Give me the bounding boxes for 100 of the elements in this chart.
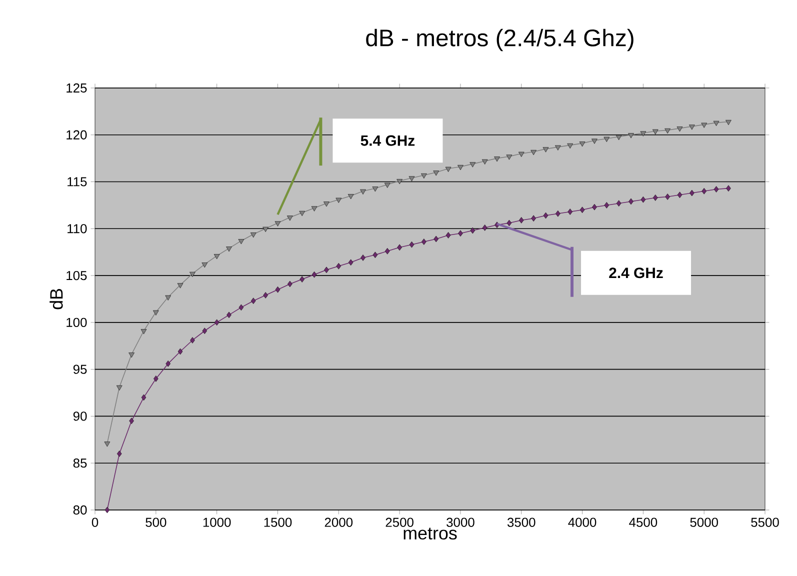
annotation: 2.4 GHz — [609, 268, 663, 278]
point — [713, 120, 720, 126]
point — [299, 210, 306, 216]
point — [312, 271, 317, 278]
point — [689, 124, 695, 130]
y-tick-label: 90 — [73, 412, 87, 421]
point — [568, 208, 572, 215]
point — [384, 182, 390, 188]
point — [288, 280, 292, 288]
point — [372, 252, 378, 258]
point — [360, 254, 366, 261]
point — [154, 376, 158, 382]
point — [604, 202, 610, 208]
point — [165, 295, 172, 300]
y-tick-label: 120 — [66, 130, 87, 140]
point — [275, 286, 280, 293]
point — [166, 360, 170, 367]
x-tick-label: 5000 — [690, 518, 718, 527]
point — [458, 230, 463, 236]
x-tick-label: 4500 — [629, 518, 658, 527]
point — [250, 232, 256, 238]
y-tick-label: 100 — [66, 318, 87, 328]
x-tick-label: 5500 — [751, 518, 779, 527]
x-tick-label: 2000 — [324, 518, 353, 527]
point — [274, 221, 281, 226]
x-tick-label: 4000 — [568, 518, 596, 527]
point — [300, 276, 304, 282]
point — [506, 154, 512, 160]
point — [616, 135, 622, 140]
point — [396, 179, 402, 184]
point — [116, 450, 122, 457]
point — [434, 236, 438, 242]
point — [555, 145, 561, 150]
point — [714, 186, 719, 192]
point — [543, 212, 548, 219]
x-tick-label: 2500 — [386, 518, 414, 527]
point — [616, 200, 622, 206]
point — [190, 272, 196, 278]
point — [664, 128, 670, 134]
point — [336, 198, 342, 203]
point — [652, 129, 658, 134]
point — [628, 133, 634, 138]
point — [190, 337, 195, 344]
point — [482, 159, 488, 164]
point — [518, 152, 524, 157]
point — [226, 312, 232, 318]
point — [408, 176, 415, 182]
point — [592, 204, 597, 210]
point — [579, 142, 586, 147]
point — [360, 189, 366, 194]
point — [567, 143, 574, 149]
point — [262, 226, 268, 232]
point — [482, 224, 488, 231]
x-tick-label: 3000 — [446, 518, 474, 527]
point — [324, 202, 330, 207]
point — [384, 248, 390, 254]
point — [263, 292, 268, 298]
y-axis-title: dB — [50, 288, 63, 310]
point — [238, 239, 244, 244]
point — [640, 196, 646, 203]
point — [177, 283, 184, 288]
point — [116, 385, 122, 390]
point — [372, 186, 378, 192]
point — [104, 442, 110, 447]
point — [422, 238, 426, 245]
point — [676, 126, 683, 132]
point — [348, 259, 354, 266]
point — [580, 206, 585, 214]
point — [640, 131, 646, 136]
point — [202, 328, 208, 334]
x-axis-title: metros — [404, 528, 457, 540]
point — [141, 394, 146, 401]
x-tick-label: 3500 — [507, 518, 536, 527]
point — [628, 198, 634, 205]
point — [128, 352, 134, 358]
point — [458, 165, 464, 170]
y-tick-label: 95 — [73, 364, 87, 374]
point — [214, 319, 220, 326]
y-tick-label: 80 — [73, 505, 87, 515]
point — [665, 194, 670, 200]
point — [178, 348, 183, 355]
point — [129, 418, 134, 424]
point — [336, 263, 342, 270]
point — [592, 138, 598, 144]
point — [409, 241, 414, 248]
point — [726, 120, 732, 126]
point — [518, 217, 524, 224]
point — [446, 232, 451, 238]
point — [556, 210, 560, 217]
point — [226, 246, 232, 252]
point — [542, 147, 549, 152]
point — [433, 170, 440, 176]
point — [445, 166, 452, 172]
y-tick-label: 85 — [73, 458, 87, 468]
point — [690, 190, 694, 196]
point — [153, 310, 159, 316]
annotation: 5.4 GHz — [360, 135, 415, 146]
point — [287, 216, 293, 221]
x-tick-label: 1000 — [203, 518, 231, 527]
point — [470, 162, 476, 168]
